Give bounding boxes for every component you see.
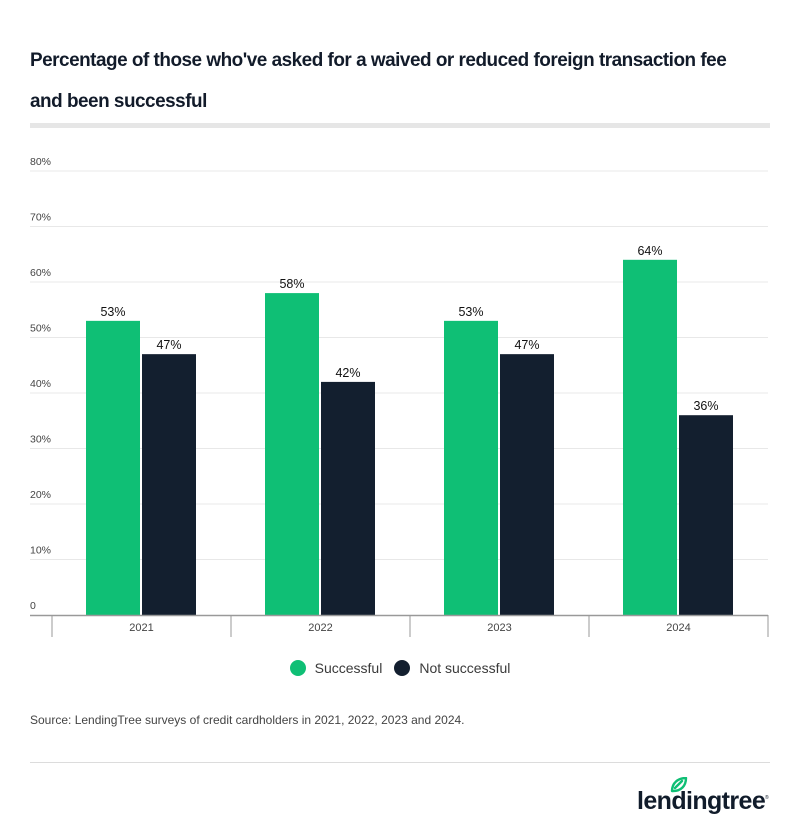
- x-axis: 2021 2022 2023 2024: [30, 614, 769, 637]
- bars: [86, 259, 733, 615]
- bar-not-successful-2021: [142, 354, 196, 615]
- chart-title: Percentage of those who've asked for a w…: [30, 49, 727, 112]
- y-tick-label: 70%: [30, 212, 51, 224]
- source-note: Source: LendingTree surveys of credit ca…: [30, 713, 465, 727]
- y-tick-label: 0: [30, 600, 36, 612]
- legend-swatch-successful: [289, 660, 306, 676]
- data-labels: 53% 47% 58% 42% 53% 47% 64% 36%: [100, 244, 718, 413]
- data-label: 53%: [458, 305, 483, 319]
- legend-swatch-not-successful: [394, 660, 411, 676]
- bar-successful-2022: [265, 293, 319, 615]
- data-label: 58%: [279, 277, 304, 291]
- x-tick-label: 2023: [487, 622, 511, 634]
- legend-item-successful[interactable]: Successful: [289, 660, 383, 676]
- logo-wordmark: lendingtree: [637, 787, 766, 815]
- y-tick-label: 50%: [30, 323, 51, 335]
- bar-not-successful-2022: [321, 381, 375, 615]
- bar-not-successful-2024: [679, 415, 733, 615]
- data-label: 47%: [514, 338, 539, 352]
- footer-divider: [30, 762, 770, 763]
- data-label: 47%: [156, 338, 181, 352]
- legend-item-not-successful[interactable]: Not successful: [394, 660, 510, 676]
- lendingtree-logo: lendingtree ®: [637, 777, 772, 821]
- y-tick-label: 20%: [30, 489, 51, 501]
- registered-mark: ®: [765, 795, 769, 801]
- bar-not-successful-2023: [500, 354, 554, 615]
- y-tick-label: 40%: [30, 378, 51, 390]
- x-tick-label: 2022: [308, 622, 332, 634]
- data-label: 64%: [637, 244, 662, 258]
- y-tick-label: 30%: [30, 434, 51, 446]
- legend-label: Successful: [314, 660, 383, 676]
- legend-label: Not successful: [419, 660, 511, 676]
- data-label: 36%: [693, 399, 718, 413]
- y-tick-label: 10%: [30, 545, 51, 557]
- y-tick-label: 80%: [30, 156, 51, 168]
- y-tick-label: 60%: [30, 267, 51, 279]
- data-label: 42%: [335, 366, 360, 380]
- bar-successful-2024: [623, 259, 677, 615]
- x-tick-label: 2024: [666, 622, 690, 634]
- y-axis-ticks: 0 10% 20% 30% 40% 50% 60% 70% 80%: [30, 156, 51, 612]
- bar-successful-2021: [86, 320, 140, 615]
- bar-successful-2023: [444, 320, 498, 615]
- x-tick-label: 2021: [129, 622, 153, 634]
- title-divider: [30, 123, 770, 128]
- legend: Successful Not successful: [0, 660, 800, 676]
- data-label: 53%: [100, 305, 125, 319]
- bar-chart: 010%20%30%40%50%60%70%80% 53%47%58%42%53…: [30, 156, 769, 637]
- leaf-icon: [670, 777, 688, 793]
